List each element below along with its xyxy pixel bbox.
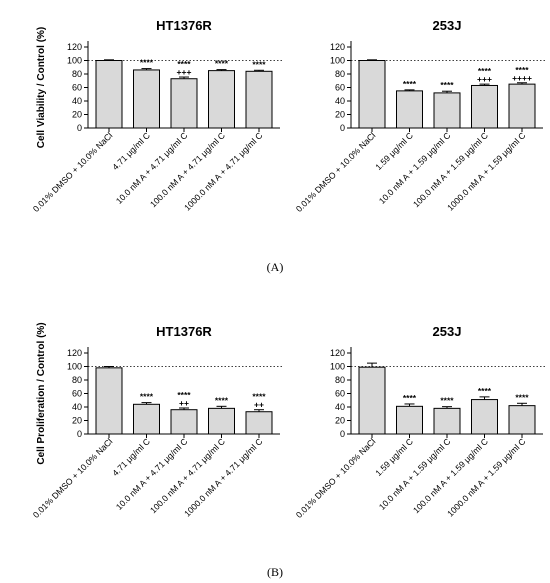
y-tick-label: 60: [72, 389, 82, 399]
y-tick-label: 60: [335, 389, 345, 399]
significance-stars: ****: [252, 392, 266, 402]
chart-2: 253J 0 20 40 60 80 100 120 0.01% DMSO + 10.0% Na…: [294, 18, 547, 214]
y-tick-label: 120: [330, 348, 345, 358]
bar: [245, 70, 273, 129]
bar: [208, 70, 235, 129]
significance-stars: ****: [478, 386, 492, 396]
category-label: 10.0 nM A + 1.59 μg/ml C: [377, 436, 453, 512]
y-tick-label: 40: [335, 402, 345, 412]
bar: [396, 405, 423, 435]
category-label: 0.01% DMSO + 10.0% NaCl: [294, 436, 378, 520]
bar: [358, 366, 386, 435]
chart-3: HT1376R Cell Proliferation / Control (%) 0…: [31, 322, 284, 520]
bar: [396, 90, 423, 129]
y-tick-label: 0: [77, 123, 82, 133]
y-tick-label: 80: [72, 375, 82, 385]
significance-stars: ****: [440, 396, 454, 406]
bar: [95, 367, 123, 435]
category-label: 10.0 nM A + 4.71 μg/ml C: [114, 130, 190, 206]
significance-stars: ****: [515, 65, 529, 75]
y-tick-label: 80: [72, 69, 82, 79]
bar: [170, 78, 198, 129]
bar: [95, 60, 123, 129]
y-tick-label: 20: [72, 416, 82, 426]
bar: [433, 407, 461, 435]
y-tick-label: 0: [340, 429, 345, 439]
chart-title: HT1376R: [156, 324, 212, 339]
category-label: 0.01% DMSO + 10.0% NaCl: [294, 130, 378, 214]
category-label: 100.0 nM A + 1.59 μg/ml C: [411, 130, 490, 209]
significance-plus: +++: [177, 67, 192, 77]
bar: [471, 84, 498, 129]
chart-title: HT1376R: [156, 18, 212, 33]
category-label: 10.0 nM A + 1.59 μg/ml C: [377, 130, 453, 206]
bar: [358, 60, 386, 129]
y-tick-label: 60: [72, 83, 82, 93]
significance-stars: ****: [177, 59, 191, 69]
category-label: 100.0 nM A + 4.71 μg/ml C: [148, 436, 227, 515]
significance-stars: ****: [403, 393, 417, 403]
y-axis-label: Cell Viability / Control (%): [36, 27, 47, 149]
bar: [508, 405, 536, 435]
bar: [508, 83, 536, 129]
chart-4: 253J 0 20 40 60 80 100 120 0.01% DMSO + 10.0% Na…: [294, 324, 547, 520]
charts-group: HT1376R Cell Viability / Control (%) 0 20 40…: [31, 18, 547, 520]
y-tick-label: 100: [330, 56, 345, 66]
significance-plus: ++: [254, 400, 264, 410]
chart-title: 253J: [433, 324, 462, 339]
significance-stars: ****: [403, 79, 417, 89]
category-label: 1000.0 nM A + 1.59 μg/ml C: [445, 130, 527, 212]
bar: [471, 399, 498, 435]
category-label: 100.0 nM A + 1.59 μg/ml C: [411, 436, 490, 515]
significance-plus: ++: [179, 398, 189, 408]
bar: [133, 403, 160, 435]
significance-stars: ****: [140, 58, 154, 68]
y-axis-label: Cell Proliferation / Control (%): [36, 322, 47, 464]
category-label: 1000.0 nM A + 4.71 μg/ml C: [182, 130, 264, 212]
y-tick-label: 0: [340, 123, 345, 133]
bar: [433, 92, 461, 129]
chart-title: 253J: [433, 18, 462, 33]
significance-stars: ****: [215, 59, 229, 69]
significance-stars: ****: [252, 59, 266, 69]
y-tick-label: 80: [335, 375, 345, 385]
y-tick-label: 120: [67, 42, 82, 52]
chart-1: HT1376R Cell Viability / Control (%) 0 20 40…: [31, 18, 284, 214]
y-tick-label: 40: [72, 96, 82, 106]
panel-label-b: (B): [267, 565, 283, 579]
significance-stars: ****: [215, 395, 229, 405]
y-tick-label: 20: [72, 110, 82, 120]
significance-plus: +++: [477, 74, 492, 84]
y-tick-label: 0: [77, 429, 82, 439]
significance-stars: ****: [177, 390, 191, 400]
category-label: 10.0 nM A + 4.71 μg/ml C: [114, 436, 190, 512]
y-tick-label: 40: [72, 402, 82, 412]
bar: [170, 409, 198, 435]
bar: [245, 411, 273, 435]
y-tick-label: 100: [67, 362, 82, 372]
y-tick-label: 100: [67, 56, 82, 66]
category-label: 1000.0 nM A + 1.59 μg/ml C: [445, 436, 527, 518]
significance-plus: ++++: [512, 73, 532, 83]
y-tick-label: 40: [335, 96, 345, 106]
bar: [133, 69, 160, 129]
significance-stars: ****: [140, 392, 154, 402]
y-tick-label: 80: [335, 69, 345, 79]
panel-label-a: (A): [267, 260, 284, 274]
category-label: 1000.0 nM A + 4.71 μg/ml C: [182, 436, 264, 518]
y-tick-label: 20: [335, 110, 345, 120]
bar: [208, 407, 235, 435]
y-tick-label: 100: [330, 362, 345, 372]
significance-stars: ****: [515, 392, 529, 402]
significance-stars: ****: [478, 66, 492, 76]
significance-stars: ****: [440, 80, 454, 90]
y-tick-label: 20: [335, 416, 345, 426]
category-label: 100.0 nM A + 4.71 μg/ml C: [148, 130, 227, 209]
y-tick-label: 120: [330, 42, 345, 52]
y-tick-label: 60: [335, 83, 345, 93]
y-tick-label: 120: [67, 348, 82, 358]
